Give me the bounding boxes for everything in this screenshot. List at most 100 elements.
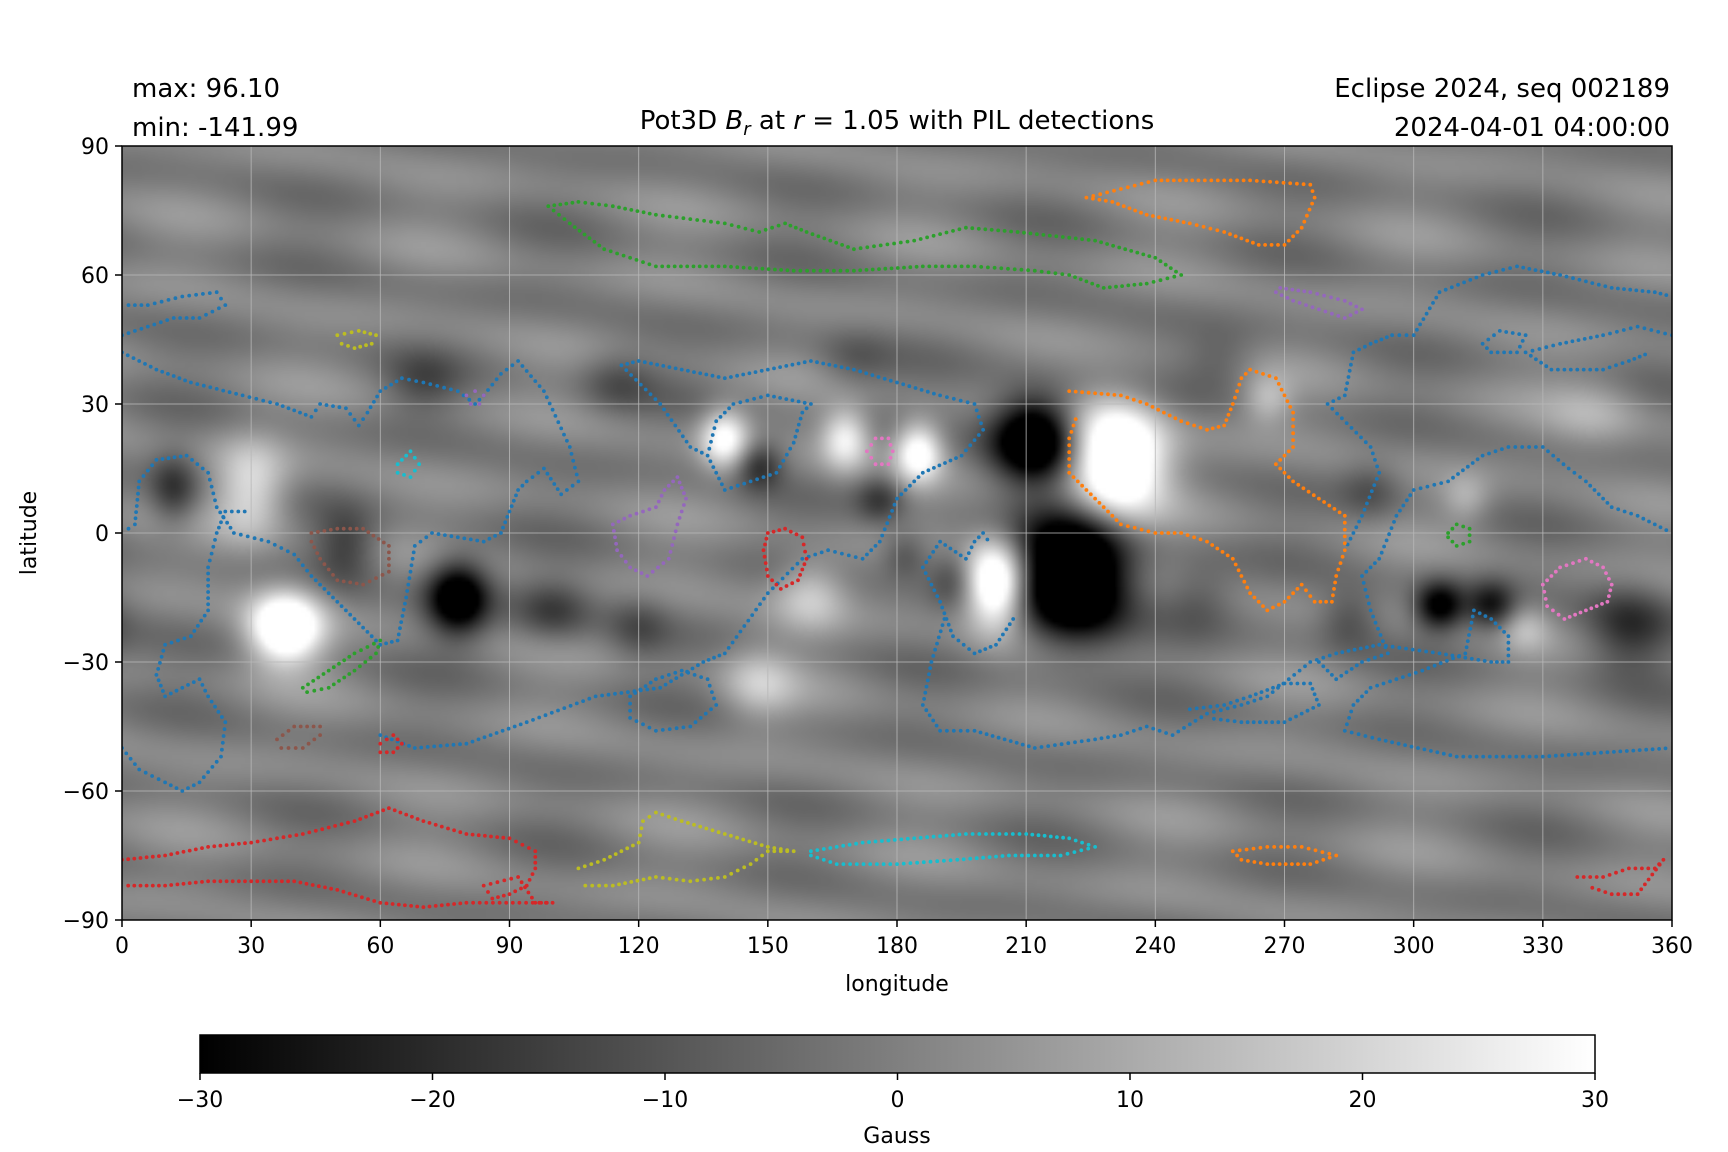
- pil-point: [774, 470, 779, 475]
- pil-point: [746, 618, 751, 623]
- pil-point: [1354, 310, 1359, 315]
- pil-point: [1351, 531, 1356, 535]
- pil-point: [1258, 845, 1263, 850]
- pil-point: [1041, 233, 1046, 237]
- pil-point: [1546, 449, 1550, 454]
- pil-point: [408, 449, 413, 454]
- pil-point: [1276, 683, 1281, 688]
- pil-point: [482, 735, 487, 740]
- pil-point: [1486, 337, 1491, 342]
- pil-point: [1090, 281, 1095, 286]
- pil-point: [801, 542, 806, 547]
- pil-point: [1009, 229, 1013, 234]
- pil-point: [432, 744, 437, 749]
- pil-point: [1226, 412, 1231, 417]
- pil-point: [1622, 509, 1627, 514]
- pil-point: [582, 232, 587, 237]
- pil-point: [810, 232, 815, 237]
- pil-point: [1286, 475, 1291, 479]
- pil-point: [227, 390, 232, 395]
- pil-point: [138, 883, 143, 888]
- pil-point: [628, 513, 632, 518]
- pil-point: [885, 521, 890, 526]
- pil-point: [1172, 531, 1177, 535]
- pil-point: [876, 375, 881, 379]
- pil-point: [658, 402, 663, 406]
- pil-point: [206, 602, 211, 607]
- pil-point: [634, 377, 638, 382]
- pil-point: [764, 567, 769, 572]
- pil-point: [166, 298, 171, 302]
- pil-point: [183, 378, 188, 383]
- pil-point: [932, 466, 936, 470]
- pil-point: [316, 530, 320, 534]
- pil-point: [486, 388, 490, 392]
- pil-point: [1476, 658, 1481, 662]
- pil-point: [135, 497, 140, 502]
- pil-point: [400, 376, 404, 381]
- pil-point: [673, 423, 678, 428]
- pil-point: [292, 408, 297, 413]
- pil-point: [209, 484, 214, 489]
- pil-point: [458, 830, 463, 835]
- pil-point: [1487, 451, 1491, 456]
- pil-point: [352, 417, 357, 422]
- pil-point: [484, 900, 489, 905]
- pil-point: [513, 889, 518, 894]
- pil-point: [1224, 418, 1229, 422]
- pil-point: [1438, 661, 1443, 666]
- pil-point: [1322, 500, 1326, 504]
- pil-point: [369, 634, 374, 639]
- pil-point: [387, 544, 391, 548]
- pil-point: [944, 617, 949, 621]
- pil-point: [1375, 464, 1379, 469]
- pil-point: [873, 436, 878, 441]
- pil-point: [1232, 704, 1237, 709]
- pil-point: [938, 834, 942, 839]
- pil-point: [1271, 605, 1275, 610]
- pil-point: [292, 879, 297, 884]
- pil-point: [738, 400, 743, 405]
- pil-point: [1392, 520, 1396, 524]
- pil-point: [675, 475, 680, 479]
- pil-point: [358, 344, 363, 349]
- pil-point: [1632, 357, 1637, 361]
- pil-point: [138, 856, 143, 860]
- pil-point: [366, 530, 371, 534]
- pil-point: [347, 654, 352, 659]
- pil-point: [1317, 703, 1321, 707]
- pil-point: [1187, 221, 1192, 226]
- pil-point: [509, 876, 514, 881]
- pil-point: [1434, 295, 1439, 300]
- pil-contour-C1: [1067, 367, 1347, 613]
- x-tick-label: 270: [1264, 934, 1306, 959]
- pil-point: [200, 880, 204, 884]
- pil-point: [1571, 561, 1575, 565]
- pil-point: [1302, 862, 1307, 866]
- y-tick-label: −60: [63, 780, 109, 805]
- pil-point: [873, 839, 878, 844]
- pil-point: [600, 693, 604, 698]
- pil-point: [587, 696, 592, 701]
- pil-point: [864, 371, 869, 376]
- pil-point: [576, 866, 581, 871]
- pil-point: [1156, 407, 1161, 412]
- pil-point: [193, 880, 198, 885]
- pil-point: [1286, 595, 1291, 600]
- pil-point: [1336, 314, 1341, 318]
- pil-point: [363, 660, 368, 664]
- pil-point: [895, 380, 899, 385]
- pil-point: [1342, 393, 1347, 398]
- pil-point: [1285, 399, 1290, 403]
- pil-point: [997, 637, 1002, 642]
- pil-point: [206, 608, 211, 613]
- pil-point: [972, 539, 977, 544]
- pil-point: [1642, 326, 1647, 331]
- pil-point: [1340, 554, 1345, 559]
- pil-point: [1067, 436, 1072, 441]
- pil-point: [1215, 546, 1220, 551]
- pil-point: [329, 886, 333, 891]
- pil-point: [695, 878, 700, 883]
- pil-point: [1349, 426, 1354, 430]
- pil-point: [174, 786, 179, 790]
